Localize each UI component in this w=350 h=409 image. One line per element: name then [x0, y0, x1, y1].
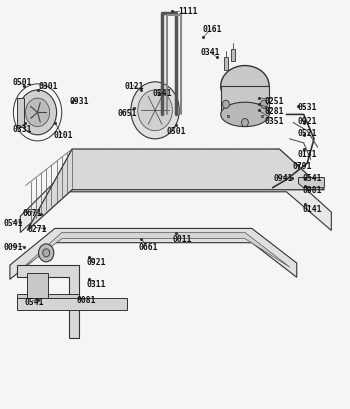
Ellipse shape: [221, 103, 269, 127]
Text: 0271: 0271: [28, 225, 47, 234]
Polygon shape: [221, 87, 269, 115]
Text: 0161: 0161: [202, 25, 222, 34]
Circle shape: [260, 101, 267, 109]
Polygon shape: [20, 172, 331, 233]
Text: 0541: 0541: [4, 218, 23, 227]
Polygon shape: [27, 150, 324, 231]
Text: 0521: 0521: [298, 129, 317, 138]
Bar: [231, 50, 234, 62]
Text: 0141: 0141: [302, 204, 322, 213]
Text: 0501: 0501: [166, 127, 186, 136]
Polygon shape: [17, 99, 24, 127]
Text: 0671: 0671: [23, 208, 42, 217]
Text: 0651: 0651: [118, 109, 137, 118]
Text: 0311: 0311: [86, 279, 106, 288]
Text: 0941: 0941: [273, 173, 293, 182]
Text: 0011: 0011: [173, 234, 193, 243]
Text: 0981: 0981: [302, 186, 322, 195]
Text: 0541: 0541: [152, 88, 172, 97]
Circle shape: [38, 244, 54, 262]
Text: 0101: 0101: [54, 131, 73, 140]
Polygon shape: [17, 294, 79, 302]
Text: 0351: 0351: [265, 117, 284, 126]
Polygon shape: [17, 265, 79, 339]
Text: 0281: 0281: [265, 107, 284, 116]
Text: 0341: 0341: [201, 48, 220, 57]
Circle shape: [241, 119, 248, 127]
Text: 0081: 0081: [76, 295, 96, 304]
Text: 0931: 0931: [69, 97, 89, 106]
Text: 0301: 0301: [38, 82, 58, 91]
Ellipse shape: [221, 66, 269, 107]
Text: 0921: 0921: [86, 257, 106, 266]
Text: 0661: 0661: [138, 243, 158, 252]
Text: 0091: 0091: [4, 243, 23, 252]
Text: 0541: 0541: [302, 173, 322, 182]
Text: 0331: 0331: [12, 125, 32, 134]
Text: 0791: 0791: [292, 162, 312, 171]
Circle shape: [131, 83, 179, 139]
Polygon shape: [17, 298, 127, 310]
Polygon shape: [299, 178, 324, 188]
Text: 0131: 0131: [298, 149, 317, 158]
Polygon shape: [17, 233, 290, 274]
Text: 0121: 0121: [125, 82, 144, 91]
Text: 0921: 0921: [298, 117, 317, 126]
Circle shape: [26, 99, 50, 127]
Text: 0541: 0541: [25, 297, 44, 306]
Polygon shape: [10, 229, 297, 280]
Text: 0531: 0531: [298, 103, 317, 112]
Bar: [27, 274, 48, 298]
Circle shape: [138, 91, 172, 131]
Circle shape: [223, 101, 229, 109]
Bar: [224, 58, 228, 70]
Text: 0251: 0251: [265, 97, 284, 106]
Text: 1111: 1111: [178, 7, 198, 16]
Text: 0501: 0501: [12, 78, 32, 87]
Circle shape: [19, 91, 57, 135]
Circle shape: [43, 249, 50, 257]
